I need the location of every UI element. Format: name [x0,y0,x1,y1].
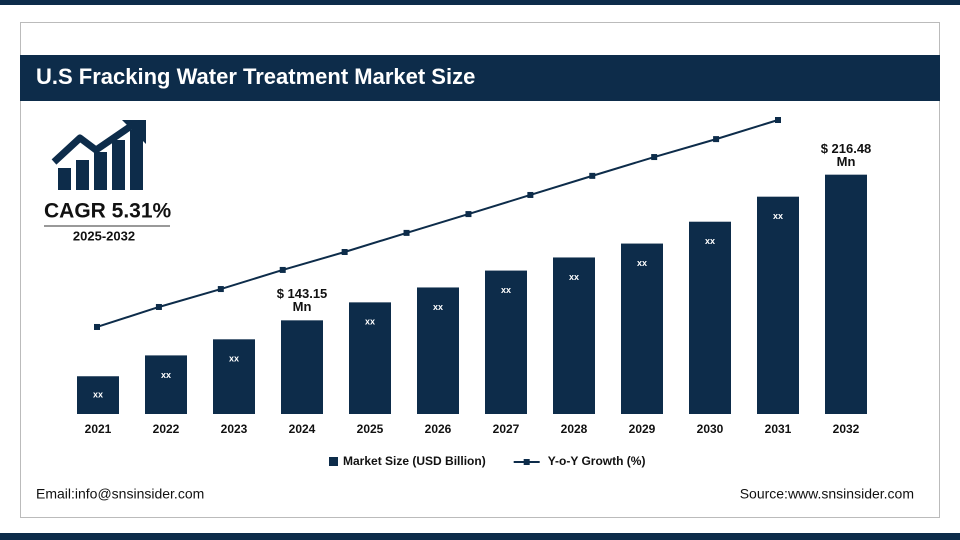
value-label: $ 216.48 Mn [820,140,872,169]
bar [621,243,663,414]
value-label: xx [773,211,783,221]
legend-swatch [523,459,530,465]
bottom-stripe [0,533,960,540]
x-tick-label: 2023 [221,422,248,436]
x-tick-label: 2022 [153,422,180,436]
x-tick-label: 2031 [765,422,792,436]
value-label: xx [705,236,715,246]
bar [417,287,459,414]
x-tick-label: 2029 [629,422,656,436]
growth-marker [713,136,720,143]
value-label: xx [501,285,511,295]
value-label: xx [569,272,579,282]
cagr-label: CAGR 5.31% [44,200,172,223]
title-bar [20,55,940,101]
footer-email: Email:info@snsinsider.com [36,486,204,502]
top-stripe [0,0,960,5]
x-tick-label: 2027 [493,422,520,436]
bar [213,339,255,414]
growth-marker [527,191,534,198]
growth-marker [155,303,162,310]
growth-marker [403,229,410,236]
growth-marker [279,266,286,273]
x-tick-label: 2025 [357,422,384,436]
bar [281,320,323,414]
bar [485,270,527,414]
x-tick-label: 2026 [425,422,452,436]
bar [689,221,731,414]
legend-label: Y-o-Y Growth (%) [548,454,646,468]
cagr-icon [51,120,146,190]
growth-marker [775,117,781,123]
growth-marker [94,323,100,330]
x-tick-label: 2028 [561,422,588,436]
footer-source: Source:www.snsinsider.com [740,486,914,502]
value-label: xx [637,258,647,268]
bar [825,174,867,414]
x-tick-label: 2030 [697,422,724,436]
bar [349,302,391,414]
x-tick-label: 2024 [289,422,316,436]
legend-swatch [329,457,338,466]
growth-marker [341,249,348,256]
frame [20,22,940,518]
cagr-period: 2025-2032 [73,228,135,243]
bar [757,196,799,414]
growth-line [96,119,779,328]
value-label: $ 143.15 Mn [276,286,328,315]
growth-marker [217,286,224,293]
bar [553,257,595,414]
legend-label: Market Size (USD Billion) [343,454,486,468]
value-label: xx [433,302,443,312]
value-label: xx [93,390,103,400]
growth-marker [465,211,472,218]
value-label: xx [365,317,375,327]
x-tick-label: 2032 [833,422,860,436]
growth-marker [589,172,596,179]
bar [145,355,187,414]
bar [77,376,119,414]
value-label: xx [229,354,239,364]
growth-marker [651,154,658,161]
value-label: xx [161,370,171,380]
chart-title: U.S Fracking Water Treatment Market Size [36,64,475,89]
x-tick-label: 2021 [85,422,112,436]
